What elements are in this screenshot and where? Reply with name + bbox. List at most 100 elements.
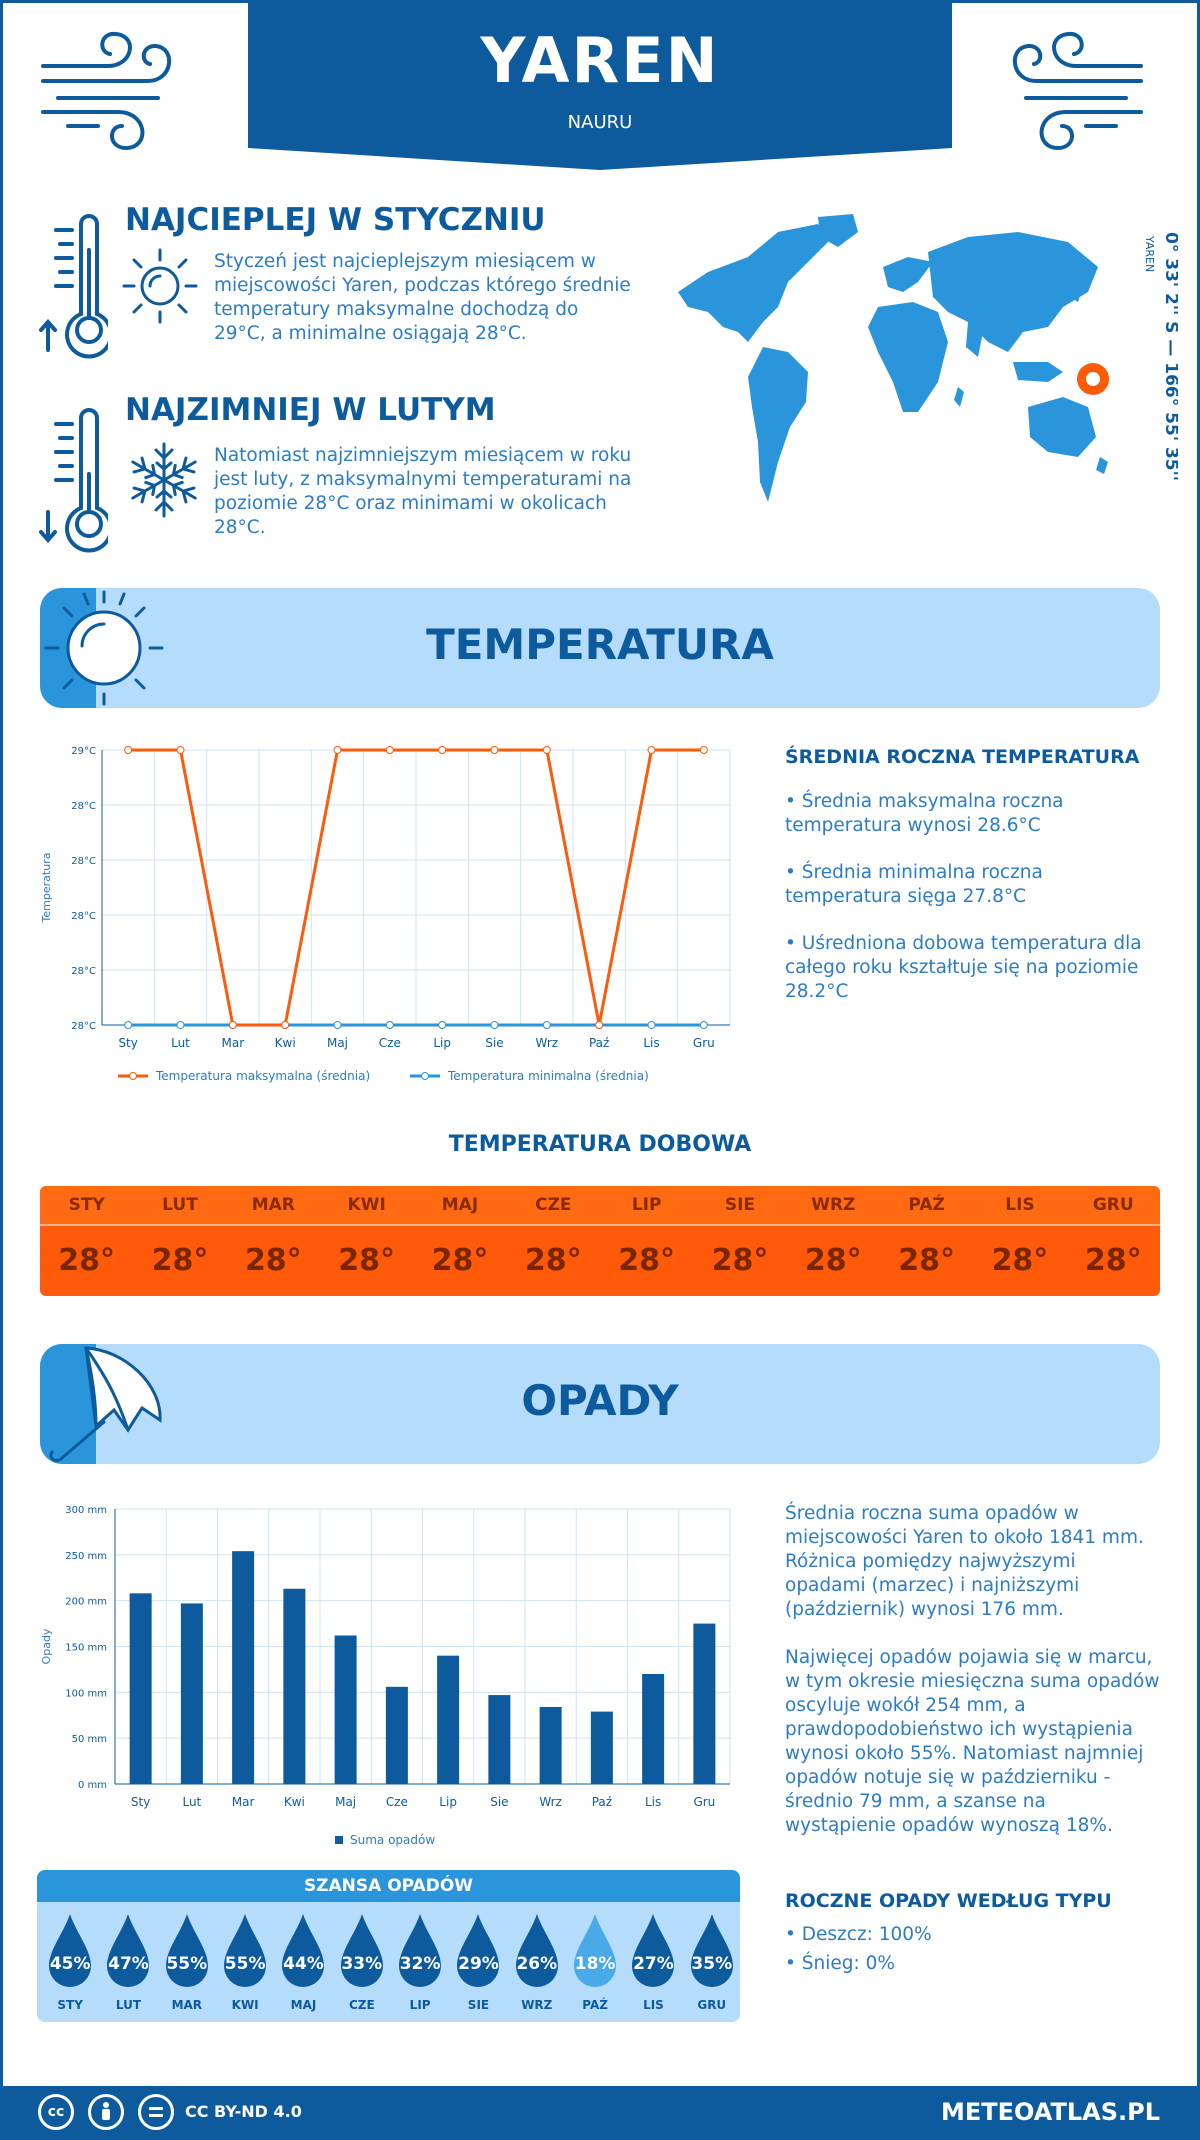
chance-drop: 55% KWI	[216, 1912, 274, 2018]
precip-bar	[232, 1551, 255, 1784]
daily-month-label: STY	[68, 1195, 105, 1215]
world-map	[678, 214, 1109, 502]
x-tick-label: Sie	[485, 1036, 503, 1050]
y-tick-label: 28°C	[71, 856, 96, 867]
x-tick-label: Paź	[589, 1036, 609, 1050]
y-tick-label: 200 mm	[65, 1597, 107, 1608]
y-tick-label: 150 mm	[65, 1643, 107, 1654]
daily-month-label: PAŹ	[908, 1195, 945, 1215]
annual-temp-heading: ŚREDNIA ROCZNA TEMPERATURA	[785, 746, 1140, 768]
data-point	[490, 1021, 499, 1029]
data-point	[438, 746, 447, 754]
x-tick-label: Lut	[182, 1795, 201, 1809]
chance-drop: 26% WRZ	[508, 1912, 566, 2018]
license-label[interactable]: CC BY-ND 4.0	[185, 2102, 302, 2121]
y-tick-label: 250 mm	[65, 1551, 107, 1562]
daily-month-label: WRZ	[811, 1195, 856, 1215]
legend-label: Temperatura minimalna (średnia)	[447, 1069, 649, 1083]
chance-month: LUT	[115, 1998, 142, 2012]
precip-chance-panel: SZANSA OPADÓW 45% STY 47% LUT 55% MAR 55% KWI 44…	[37, 1870, 740, 2022]
daily-temp-value: 28°	[711, 1243, 769, 1278]
y-tick-label: 28°C	[71, 966, 96, 977]
cc-icon[interactable]: cc	[38, 2094, 74, 2130]
city-name: YAREN	[480, 24, 720, 97]
chance-month: MAR	[171, 1998, 203, 2012]
umbrella-icon	[49, 1346, 162, 1462]
series-line	[128, 748, 704, 1027]
x-tick-label: Lis	[645, 1795, 661, 1809]
data-point	[333, 1021, 342, 1029]
x-tick-label: Kwi	[284, 1795, 305, 1809]
daily-temp-value: 28°	[1084, 1243, 1142, 1278]
chance-drop: 29% SIE	[449, 1912, 507, 2018]
person-icon	[102, 2102, 110, 2120]
no-derivatives-icon[interactable]	[138, 2094, 174, 2130]
daily-temp-title: TEMPERATURA DOBOWA	[448, 1132, 752, 1157]
site-link[interactable]: METEOATLAS.PL	[940, 2098, 1160, 2126]
legend-label: Suma opadów	[350, 1833, 435, 1847]
raindrop-icon	[690, 1914, 733, 1987]
x-tick-label: Sty	[131, 1795, 150, 1809]
annual-temp-max: • Średnia maksymalna roczna temperatura …	[785, 791, 1064, 836]
chance-month: LIP	[409, 1998, 431, 2012]
precip-bar	[180, 1603, 203, 1784]
precip-type-rain: • Deszcz: 100%	[785, 1924, 932, 1945]
daily-temp-table: STY LUT MAR KWI MAJ CZE LIP SIE WRZ PAŹ LIS GRU 28°…	[40, 1186, 1160, 1296]
chance-value: 18%	[574, 1954, 616, 1974]
temperature-title: TEMPERATURA	[426, 620, 774, 669]
x-tick-label: Lut	[171, 1036, 190, 1050]
precip-bar	[283, 1588, 306, 1784]
data-point	[124, 1021, 133, 1029]
chance-month: MAJ	[290, 1998, 317, 2012]
x-tick-label: Lip	[433, 1036, 451, 1050]
temperature-chart: 28°C 28°C 28°C 28°C 28°C 29°C Sty Lut Mar Kwi Maj C…	[40, 746, 731, 1083]
raindrop-icon	[49, 1914, 91, 1987]
thermometer-cold-icon	[39, 408, 108, 553]
chance-month: WRZ	[521, 1998, 553, 2012]
daily-month-label: GRU	[1092, 1195, 1134, 1215]
chance-drop: 35% GRU	[683, 1912, 740, 2018]
x-tick-label: Cze	[379, 1036, 401, 1050]
x-tick-label: Lis	[643, 1036, 659, 1050]
daily-month-label: MAR	[251, 1195, 295, 1215]
raindrop-icon	[457, 1914, 500, 1987]
data-point	[647, 1021, 656, 1029]
data-point	[281, 1021, 290, 1029]
raindrop-icon	[573, 1914, 616, 1987]
daily-temp-value: 28°	[431, 1243, 489, 1278]
footer: cc CC BY-ND 4.0 METEOATLAS.PL	[0, 2086, 1200, 2140]
precip-bar	[642, 1674, 665, 1784]
attribution-icon[interactable]	[88, 2094, 124, 2130]
x-tick-label: Kwi	[275, 1036, 296, 1050]
precip-type-snow: • Śnieg: 0%	[785, 1953, 895, 1974]
data-point	[699, 746, 708, 754]
daily-temp-value: 28°	[58, 1243, 116, 1278]
y-tick-label: 300 mm	[65, 1505, 107, 1516]
x-tick-label: Sie	[490, 1795, 508, 1809]
legend-swatch	[335, 1836, 343, 1844]
x-tick-label: Gru	[693, 1795, 715, 1809]
daily-temp-values: 28° 28° 28° 28° 28° 28° 28° 28° 28° 28° 28° 28°	[40, 1226, 1160, 1296]
precipitation-chart: 0 mm 50 mm 100 mm 150 mm 200 mm 250 mm 300 mm S…	[40, 1505, 731, 1847]
data-point	[228, 1021, 237, 1029]
data-point	[699, 1021, 708, 1029]
precip-chance-title: SZANSA OPADÓW	[37, 1870, 740, 1902]
sun-large-icon	[44, 590, 164, 706]
chance-month: SIE	[467, 1998, 490, 2012]
x-tick-label: Paź	[592, 1795, 612, 1809]
daily-temp-value: 28°	[524, 1243, 582, 1278]
daily-temp-value: 28°	[338, 1243, 396, 1278]
precip-title: OPADY	[521, 1376, 679, 1425]
chance-month: CZE	[348, 1998, 375, 2012]
data-point	[176, 746, 185, 754]
daily-month-label: LUT	[162, 1195, 198, 1215]
chance-value: 44%	[283, 1954, 324, 1974]
data-point	[385, 746, 394, 754]
chance-drop: 44% MAJ	[274, 1912, 332, 2018]
thermometer-hot-icon	[39, 214, 108, 359]
raindrop-icon	[165, 1914, 208, 1987]
chance-month: GRU	[697, 1998, 727, 2012]
chance-drop: 18% PAŹ	[566, 1912, 624, 2018]
precip-bar	[334, 1635, 357, 1784]
daily-temp-value: 28°	[991, 1243, 1049, 1278]
